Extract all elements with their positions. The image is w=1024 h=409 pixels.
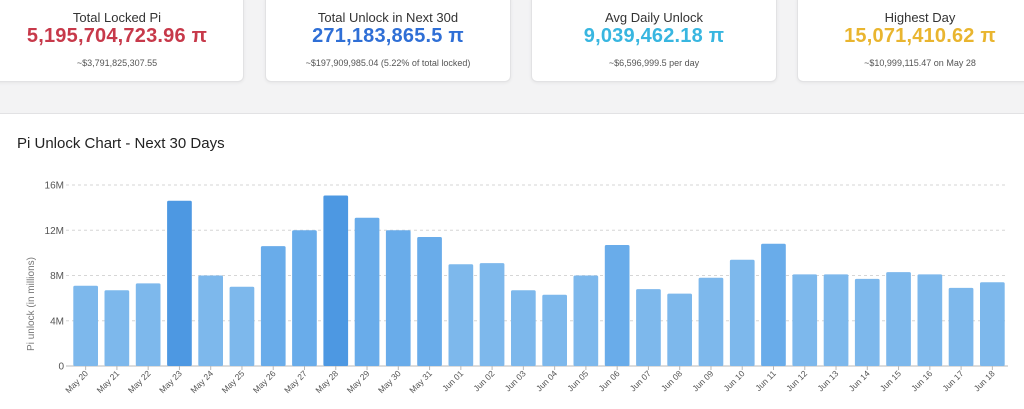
bar-may-25[interactable]	[229, 286, 255, 366]
y-axis-label: Pi unlock (in millions)	[26, 257, 37, 351]
x-tick-label: Jun 06	[596, 368, 621, 393]
y-axis-ticks: 0 4M 8M 12M 16M	[45, 181, 65, 373]
card-subtext: ~$3,791,825,307.55	[76, 58, 158, 68]
bar-may-24[interactable]	[198, 275, 223, 367]
x-tick-label: May 29	[345, 368, 372, 395]
bar-jun-11[interactable]	[761, 243, 786, 366]
x-tick-label: May 30	[376, 368, 403, 395]
bar-jun-08[interactable]	[667, 293, 692, 366]
y-tick-label: 8M	[50, 271, 64, 282]
x-tick-label: May 26	[251, 368, 278, 395]
y-tick-label: 12M	[45, 226, 64, 237]
bar-jun-12[interactable]	[792, 274, 818, 366]
bar-may-28[interactable]	[323, 195, 349, 367]
card-value: 15,071,410.62 π	[844, 25, 996, 47]
bar-jun-18[interactable]	[980, 282, 1005, 366]
y-tick-label: 16M	[45, 181, 64, 192]
bar-jun-15[interactable]	[886, 272, 911, 366]
bar-may-27[interactable]	[292, 230, 317, 367]
x-tick-label: Jun 01	[440, 368, 465, 393]
unlock-bar-chart: 0 4M 8M 12M 16M Pi unlock (in millions) May …	[26, 181, 1008, 395]
bar-may-30[interactable]	[385, 230, 411, 367]
bar-jun-09[interactable]	[698, 277, 724, 366]
bar-jun-06[interactable]	[604, 245, 630, 366]
bar-jun-07[interactable]	[636, 289, 661, 366]
chart-grid	[66, 184, 1008, 367]
bar-jun-10[interactable]	[729, 259, 755, 366]
bar-may-22[interactable]	[135, 283, 161, 366]
bar-may-31[interactable]	[417, 237, 442, 366]
x-tick-label: May 22	[126, 368, 153, 395]
y-tick-label: 0	[58, 362, 64, 373]
x-tick-label: Jun 15	[878, 368, 903, 393]
summary-cards: Total Locked Pi 5,195,704,723.96 π ~$3,7…	[0, 0, 1024, 84]
x-tick-label: Jun 18	[972, 368, 997, 393]
bar-may-23[interactable]	[167, 200, 192, 366]
bar-jun-16[interactable]	[917, 274, 943, 366]
card-value: 271,183,865.5 π	[312, 25, 464, 47]
chart-panel: Pi Unlock Chart - Next 30 Days 0 4M 8M 12M 1…	[0, 113, 1024, 409]
x-tick-label: May 25	[220, 368, 247, 395]
card-subtext: ~$197,909,985.04 (5.22% of total locked)	[305, 58, 471, 68]
x-tick-label: Jun 05	[565, 368, 590, 393]
x-axis-ticks: May 20 May 21 May 22 May 23 May 24 May 25 May …	[63, 366, 997, 395]
x-tick-label: May 28	[313, 368, 340, 395]
x-tick-label: Jun 03	[503, 368, 528, 393]
x-tick-label: May 20	[63, 368, 90, 395]
x-tick-label: Jun 12	[784, 368, 809, 393]
bar-jun-14[interactable]	[854, 278, 880, 366]
bar-jun-05[interactable]	[573, 275, 599, 367]
x-tick-label: May 31	[407, 368, 434, 395]
x-tick-label: Jun 14	[847, 368, 872, 393]
x-tick-label: Jun 10	[722, 368, 747, 393]
card-subtext: ~$10,999,115.47 on May 28	[864, 58, 976, 68]
x-tick-label: May 23	[157, 368, 184, 395]
bar-jun-13[interactable]	[823, 274, 849, 366]
chart-title: Pi Unlock Chart - Next 30 Days	[17, 135, 225, 152]
x-tick-label: May 27	[282, 368, 309, 395]
card-value: 9,039,462.18 π	[583, 25, 725, 47]
x-tick-label: Jun 13	[815, 368, 840, 393]
x-tick-label: Jun 09	[690, 368, 715, 393]
bar-may-20[interactable]	[73, 285, 98, 366]
bar-may-26[interactable]	[260, 246, 286, 366]
card-title: Highest Day	[884, 10, 956, 25]
y-tick-label: 4M	[50, 316, 64, 327]
bar-jun-02[interactable]	[479, 263, 505, 366]
card-total-unlock-30d: Total Unlock in Next 30d 271,183,865.5 π…	[265, 0, 511, 82]
bar-jun-01[interactable]	[448, 264, 474, 366]
x-tick-label: May 21	[95, 368, 122, 395]
x-tick-label: Jun 08	[659, 368, 684, 393]
bar-may-21[interactable]	[104, 290, 130, 366]
bar-jun-03[interactable]	[511, 290, 536, 366]
card-title: Avg Daily Unlock	[604, 10, 704, 25]
x-tick-label: Jun 16	[909, 368, 934, 393]
x-tick-label: Jun 02	[471, 368, 496, 393]
card-value: 5,195,704,723.96 π	[26, 25, 208, 47]
card-title: Total Unlock in Next 30d	[317, 10, 459, 25]
x-tick-label: Jun 11	[753, 368, 778, 393]
card-highest-day: Highest Day 15,071,410.62 π ~$10,999,115…	[797, 0, 1024, 82]
x-tick-label: Jun 04	[534, 368, 559, 393]
x-tick-label: Jun 17	[940, 368, 965, 393]
card-avg-daily-unlock: Avg Daily Unlock 9,039,462.18 π ~$6,596,…	[531, 0, 777, 82]
card-title: Total Locked Pi	[72, 10, 162, 25]
card-subtext: ~$6,596,999.5 per day	[608, 58, 700, 68]
card-total-locked: Total Locked Pi 5,195,704,723.96 π ~$3,7…	[0, 0, 244, 82]
x-tick-label: Jun 07	[628, 368, 653, 393]
bar-jun-04[interactable]	[542, 294, 567, 366]
chart-bars	[73, 195, 1005, 367]
bar-may-29[interactable]	[354, 217, 380, 366]
bar-jun-17[interactable]	[948, 287, 974, 366]
x-tick-label: May 24	[188, 368, 215, 395]
